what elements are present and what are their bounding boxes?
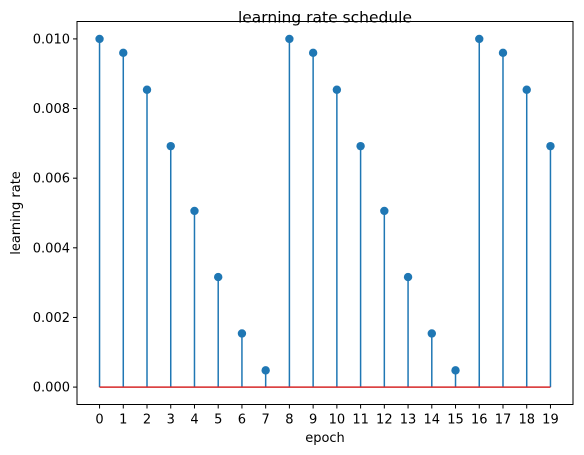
x-tick-label: 10 [329, 413, 346, 428]
x-tick-label: 6 [238, 413, 246, 428]
x-tick-label: 2 [143, 413, 151, 428]
stem-marker [380, 206, 389, 216]
stem-marker [356, 141, 365, 151]
y-tick-label: 0.004 [33, 241, 70, 256]
plot-frame [76, 21, 574, 405]
x-axis-ticks: 0 1 2 3 4 5 6 7 8 9 10 11 12 13 14 15 16 17 18 19 [95, 404, 559, 428]
y-axis-ticks: 0.000 0.002 0.004 0.006 0.008 0.010 [33, 32, 77, 396]
stem-marker [498, 48, 508, 58]
stem-marker [427, 329, 436, 338]
y-tick-label: 0.006 [33, 172, 70, 187]
stem-marker [142, 85, 152, 94]
stem-marker [475, 34, 484, 44]
stem-marker [214, 272, 223, 282]
marker-series [95, 34, 555, 375]
y-tick-label: 0.000 [33, 381, 70, 396]
stem-marker [403, 272, 413, 282]
stem-marker [190, 206, 199, 216]
stem-marker [166, 141, 175, 151]
x-tick-label: 8 [285, 413, 293, 428]
x-tick-label: 9 [309, 413, 317, 428]
stem-marker [451, 366, 460, 375]
stem-marker [332, 85, 342, 94]
x-tick-label: 18 [518, 413, 535, 428]
x-tick-label: 16 [471, 413, 488, 428]
x-tick-label: 3 [167, 413, 175, 428]
y-tick-label: 0.010 [33, 32, 70, 47]
x-tick-label: 15 [447, 413, 464, 428]
x-tick-label: 1 [119, 413, 127, 428]
x-tick-label: 13 [400, 413, 417, 428]
stem-marker [261, 366, 270, 375]
stem-marker [119, 48, 128, 58]
x-tick-label: 4 [190, 413, 198, 428]
y-tick-label: 0.008 [33, 102, 70, 117]
y-axis-label: learning rate [9, 171, 24, 255]
x-tick-label: 11 [352, 413, 369, 428]
stem-marker [546, 141, 555, 151]
x-axis-label: epoch [305, 431, 345, 446]
stem-marker [308, 48, 318, 58]
x-tick-label: 17 [495, 413, 512, 428]
x-tick-label: 0 [95, 413, 103, 428]
stem-marker [522, 85, 531, 94]
stem-series [98, 38, 552, 388]
x-tick-label: 19 [542, 413, 559, 428]
x-tick-label: 14 [424, 413, 441, 428]
stem-marker [237, 329, 247, 338]
x-tick-label: 7 [262, 413, 270, 428]
stem-marker [285, 34, 294, 44]
stem-marker [95, 34, 104, 44]
chart-title: learning rate schedule [238, 9, 412, 27]
y-tick-label: 0.002 [33, 311, 70, 326]
x-tick-label: 5 [214, 413, 222, 428]
x-tick-label: 12 [376, 413, 393, 428]
